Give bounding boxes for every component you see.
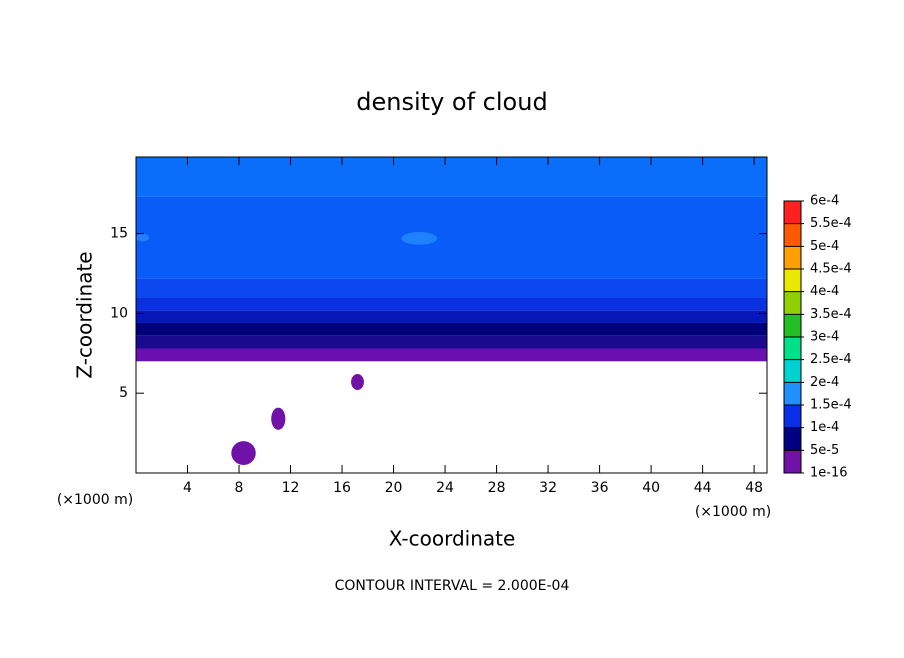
colorbar-label: 5e-5 — [810, 443, 839, 458]
x-tick-label: 44 — [694, 480, 712, 496]
x-tick-label: 16 — [333, 480, 351, 496]
x-tick-label: 4 — [183, 480, 192, 496]
contour-band — [136, 322, 767, 336]
y-axis-title: Z-coordinate — [73, 251, 97, 378]
colorbar-label: 5.5e-4 — [810, 216, 852, 231]
colorbar-bin — [784, 382, 801, 405]
colorbar-bin — [784, 405, 801, 428]
x-tick-label: 32 — [539, 480, 557, 496]
x-tick-label: 12 — [282, 480, 300, 496]
colorbar-bin — [784, 359, 801, 383]
footer: CONTOUR INTERVAL = 2.000E-04 — [335, 578, 570, 594]
contour-band — [136, 335, 767, 349]
contour-patch — [351, 374, 364, 391]
contour-band — [136, 297, 767, 311]
colorbar-label: 1e-4 — [810, 420, 839, 435]
contour-band — [136, 196, 767, 279]
colorbar-label: 4.5e-4 — [810, 262, 852, 277]
colorbar-bin — [784, 223, 801, 247]
x-tick-label: 24 — [436, 480, 454, 496]
colorbar-bin — [784, 337, 801, 360]
colorbar-label: 3e-4 — [810, 330, 839, 345]
contour-band — [136, 278, 767, 298]
colorbar-label: 1.5e-4 — [810, 398, 852, 413]
chart-title: density of cloud — [356, 88, 547, 116]
contour-band — [136, 310, 767, 323]
colorbar-label: 6e-4 — [810, 194, 839, 209]
x-tick-label: 20 — [385, 480, 403, 496]
colorbar-bin — [784, 427, 801, 451]
colorbar-label: 4e-4 — [810, 284, 839, 299]
contour-band — [136, 157, 767, 197]
x-axis-title: X-coordinate — [389, 527, 516, 551]
contour-patch — [401, 232, 438, 245]
contour-band — [136, 348, 767, 362]
colorbar-label: 3.5e-4 — [810, 307, 852, 322]
x-unit: (×1000 m) — [695, 504, 771, 520]
colorbar-label: 5e-4 — [810, 239, 839, 254]
colorbar-label: 2e-4 — [810, 375, 839, 390]
contour-patch — [231, 441, 256, 466]
colorbar-bin — [784, 291, 801, 315]
colorbar-bin — [784, 269, 801, 292]
x-tick-label: 36 — [591, 480, 609, 496]
x-tick-label: 48 — [745, 480, 763, 496]
y-tick-label: 10 — [110, 305, 128, 321]
colorbar-bin — [784, 246, 801, 269]
contour-patch — [271, 407, 286, 430]
colorbar-bin — [784, 314, 801, 337]
y-tick-label: 5 — [119, 385, 128, 401]
y-unit: (×1000 m) — [57, 492, 133, 508]
plot-frame — [135, 156, 768, 474]
x-tick-label: 8 — [235, 480, 244, 496]
x-tick-label: 28 — [488, 480, 506, 496]
colorbar-bin — [784, 450, 801, 473]
colorbar-label: 1e-16 — [810, 466, 848, 481]
y-tick-label: 15 — [110, 226, 128, 242]
contour-patch — [136, 233, 149, 242]
colorbar-label: 2.5e-4 — [810, 352, 852, 367]
x-tick-label: 40 — [642, 480, 660, 496]
colorbar-bin — [784, 201, 801, 224]
